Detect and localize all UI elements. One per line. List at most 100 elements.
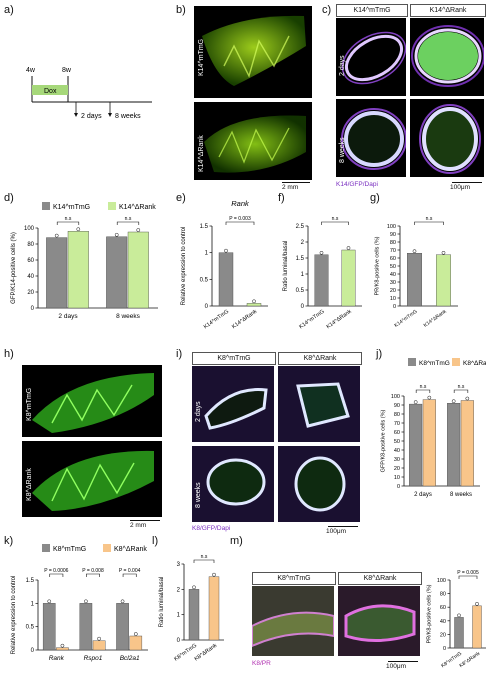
panel-label-c: c) <box>322 4 332 16</box>
significance-label: n.s <box>65 216 72 222</box>
header-m-col2: K8^ΔRank <box>338 572 422 585</box>
y-tick-label: 0 <box>393 304 396 310</box>
significance-label: P = 0.005 <box>457 570 479 576</box>
data-point <box>413 400 418 404</box>
data-point <box>54 233 59 238</box>
panel-label-f: f) <box>278 192 285 204</box>
y-tick-label: 80 <box>440 592 446 598</box>
if-i-drank-8weeks <box>278 446 360 522</box>
bar <box>314 254 329 307</box>
y-tick-label: 0 <box>205 304 209 310</box>
legend-swatch <box>103 544 111 552</box>
bar <box>127 231 149 309</box>
significance-bracket <box>458 575 478 579</box>
y-tick-label: 100 <box>24 226 35 232</box>
data-point <box>451 399 456 404</box>
panel-label-h: h) <box>4 348 14 360</box>
chart-d: 0 20 40 60 80 100 GFP/K14-positive cells (%) K1… <box>11 202 158 320</box>
y-axis-label: GFP/K8-positive cells (%) <box>381 410 387 473</box>
dox-bar <box>32 85 68 95</box>
category-label: 8 weeks <box>450 492 472 498</box>
data-point <box>465 396 470 401</box>
scale-bar-b <box>282 182 310 183</box>
significance-label: n.s <box>420 384 427 390</box>
y-tick-label: 1.5 <box>26 578 35 584</box>
data-point <box>427 395 432 400</box>
panel-label-l: l) <box>152 535 159 547</box>
category-label: K14^mTmG <box>298 309 325 331</box>
significance-label: n.s <box>201 554 208 560</box>
data-point <box>120 599 125 604</box>
y-tick-label: 1 <box>31 601 35 607</box>
if-c-drank-8weeks <box>410 99 484 177</box>
scale-label-i: 100μm <box>326 528 347 535</box>
y-tick-label: 0 <box>177 638 181 644</box>
significance-bracket <box>193 559 215 563</box>
panel-label-k: k) <box>4 535 14 547</box>
data-point <box>133 632 138 636</box>
data-point <box>192 585 196 590</box>
category-label: 2 days <box>58 313 78 320</box>
category-label: K14^mTmG <box>203 309 230 331</box>
if-c-drank-2days <box>410 18 484 96</box>
significance-bracket <box>414 221 444 225</box>
timeline-4w: 4w <box>26 67 36 74</box>
y-tick-label: 2.5 <box>296 224 305 230</box>
legend-swatch <box>108 202 116 210</box>
significance-bracket <box>49 573 64 577</box>
bar <box>246 303 262 307</box>
category-label: 8 weeks <box>116 313 141 320</box>
significance-label: n.s <box>426 216 433 222</box>
if-c-mtmg-8weeks: 8 weeks <box>336 99 406 177</box>
timeline-8w: 8w <box>62 67 72 74</box>
timeline-8weeks: 8 weeks <box>115 113 141 120</box>
bar <box>56 647 69 651</box>
bar <box>472 605 482 649</box>
legend-label: K14^ΔRank <box>119 204 156 211</box>
data-point <box>252 299 256 304</box>
chart-f: 0 0.5 1 1.5 2 2.5 Ratio luminal/basal K14^mTmG K… <box>283 216 362 331</box>
bar <box>208 576 220 641</box>
bar <box>67 231 89 309</box>
scale-bar-c <box>452 182 482 183</box>
stain-label-i: K8/GFP/Dapi <box>192 525 231 532</box>
legend-swatch <box>42 544 50 552</box>
y-tick-label: 10 <box>390 296 396 302</box>
wholemount-k14-drank: K14^ΔRank <box>194 102 312 180</box>
legend-label: K8^mTmG <box>53 546 86 553</box>
chart-g: 0 10 20 30 40 50 60 70 80 90 100 PR/K8-positive cel… <box>375 216 458 329</box>
data-point <box>84 599 88 604</box>
legend-swatch <box>42 202 50 210</box>
timeline-diagram: 4w 8w Dox 2 days 8 weeks <box>26 67 152 120</box>
data-point <box>457 613 461 618</box>
y-tick-label: 30 <box>394 457 400 463</box>
category-label: K14^ΔRank <box>423 308 448 328</box>
if-m-mtmg <box>252 586 334 656</box>
significance-label: P = 0.004 <box>119 568 141 574</box>
if-i-mtmg-2days: 2 days <box>192 366 274 442</box>
y-tick-label: 60 <box>440 605 446 611</box>
significance-label: n.s <box>458 384 465 390</box>
wholemount-label-k14-drank: K14^ΔRank <box>198 135 205 172</box>
legend-label: K8^mTmG <box>419 360 450 367</box>
stain-label-c: K14/GFP/Dapi <box>336 181 378 188</box>
wholemount-k14-mtmg: K14^mTmG <box>194 6 312 98</box>
y-tick-label: 0.5 <box>26 625 35 631</box>
y-tick-label: 40 <box>394 448 400 454</box>
if-c-mtmg-2days: 2 days <box>336 18 406 96</box>
y-axis-label: PR/K8-positive cells (%) <box>375 236 381 295</box>
chart-j: 0 10 20 30 40 50 60 70 80 90 100 GFP/K8-positive ce… <box>381 358 486 498</box>
y-tick-label: 20 <box>27 290 34 296</box>
legend-label: K14^mTmG <box>53 204 90 211</box>
legend-label: K8^ΔRank <box>463 360 486 367</box>
y-tick-label: 0 <box>31 648 35 654</box>
y-tick-label: 40 <box>27 274 34 280</box>
if-i-mtmg-8weeks: 8 weeks <box>192 446 274 522</box>
y-tick-label: 30 <box>390 280 396 286</box>
significance-bracket <box>56 221 80 225</box>
legend-swatch <box>452 358 460 366</box>
category-label: Bcl2a1 <box>120 655 140 662</box>
y-tick-label: 3 <box>177 562 181 568</box>
bar <box>447 403 461 487</box>
